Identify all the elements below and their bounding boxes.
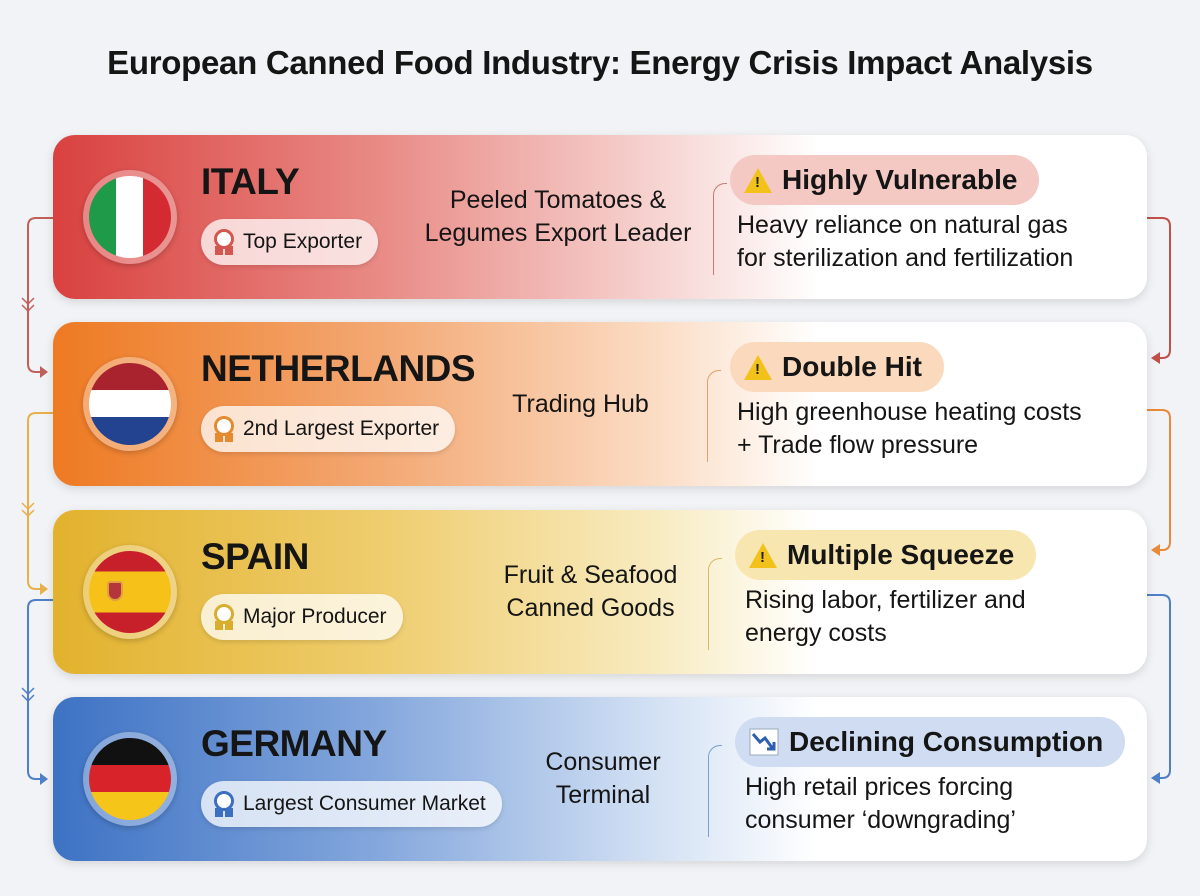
warning-icon: ! xyxy=(744,354,772,380)
warning-icon: ! xyxy=(749,542,777,568)
connector-netherlands-spain-left xyxy=(27,412,53,590)
country-card-netherlands: NETHERLANDS 2nd Largest Exporter Trading… xyxy=(53,322,1147,486)
page-title: European Canned Food Industry: Energy Cr… xyxy=(107,44,1093,81)
focus-line: Canned Goods xyxy=(506,594,675,622)
role-badge: Major Producer xyxy=(201,594,403,640)
impact-tag: ! Double Hit xyxy=(730,342,944,392)
focus-text: Trading Hub xyxy=(453,322,708,486)
country-name: SPAIN xyxy=(201,536,309,577)
badge-label: Largest Consumer Market xyxy=(243,792,486,815)
flag-italy-icon xyxy=(83,170,177,264)
flag-spain-icon xyxy=(83,545,177,639)
divider xyxy=(708,745,722,837)
impact-tag: Declining Consumption xyxy=(735,717,1126,767)
connector-italy-netherlands-right xyxy=(1147,217,1171,359)
badge-label: Top Exporter xyxy=(243,230,363,253)
connector-netherlands-spain-right xyxy=(1147,409,1171,551)
divider xyxy=(713,183,727,275)
desc-line: Heavy reliance on natural gas xyxy=(737,211,1068,239)
country-card-spain: SPAIN Major Producer Fruit & Seafood Cann… xyxy=(53,510,1147,674)
country-name: ITALY xyxy=(201,161,300,202)
medal-icon xyxy=(213,416,235,442)
tag-label: Multiple Squeeze xyxy=(787,539,1015,570)
desc-line: consumer ‘downgrading’ xyxy=(745,806,1016,834)
focus-text: Peeled Tomatoes & Legumes Export Leader xyxy=(398,135,718,299)
focus-line: Trading Hub xyxy=(512,389,649,418)
impact-description: High greenhouse heating costs + Trade flo… xyxy=(737,396,1082,462)
declining-chart-icon xyxy=(749,728,779,756)
medal-icon xyxy=(213,604,235,630)
badge-label: Major Producer xyxy=(243,605,387,628)
country-card-germany: GERMANY Largest Consumer Market Consumer… xyxy=(53,697,1147,861)
focus-line: Consumer xyxy=(545,748,661,776)
impact-description: Rising labor, fertilizer and energy costs xyxy=(745,584,1026,650)
focus-text: Consumer Terminal xyxy=(518,697,688,861)
focus-line: Fruit & Seafood xyxy=(503,561,678,589)
impact-description: Heavy reliance on natural gas for sterili… xyxy=(737,209,1073,275)
desc-line: energy costs xyxy=(745,619,887,647)
role-badge: Top Exporter xyxy=(201,219,379,265)
impact-tag: ! Highly Vulnerable xyxy=(730,155,1040,205)
desc-line: + Trade flow pressure xyxy=(737,431,979,459)
connector-spain-germany-left xyxy=(27,599,53,780)
warning-icon: ! xyxy=(744,167,772,193)
connector-italy-netherlands-left xyxy=(27,217,53,373)
focus-line: Peeled Tomatoes & xyxy=(449,186,667,214)
divider xyxy=(707,370,721,462)
flag-netherlands-icon xyxy=(83,357,177,451)
country-name: NETHERLANDS xyxy=(201,348,476,389)
desc-line: Rising labor, fertilizer and xyxy=(745,586,1026,614)
tag-label: Highly Vulnerable xyxy=(782,164,1018,195)
impact-description: High retail prices forcing consumer ‘down… xyxy=(745,771,1016,837)
medal-icon xyxy=(213,791,235,817)
connector-spain-germany-right xyxy=(1147,594,1171,779)
divider xyxy=(708,558,722,650)
tag-label: Declining Consumption xyxy=(789,726,1104,757)
desc-line: High greenhouse heating costs xyxy=(737,398,1082,426)
desc-line: for sterilization and fertilization xyxy=(737,244,1074,272)
badge-label: 2nd Largest Exporter xyxy=(243,417,440,440)
medal-icon xyxy=(213,229,235,255)
tag-label: Double Hit xyxy=(782,351,922,382)
country-name: GERMANY xyxy=(201,723,387,764)
desc-line: High retail prices forcing xyxy=(745,773,1014,801)
role-badge: Largest Consumer Market xyxy=(201,781,502,827)
impact-tag: ! Multiple Squeeze xyxy=(735,530,1037,580)
focus-line: Legumes Export Leader xyxy=(424,219,692,247)
role-badge: 2nd Largest Exporter xyxy=(201,406,456,452)
flag-germany-icon xyxy=(83,732,177,826)
country-card-italy: ITALY Top Exporter Peeled Tomatoes & Legu… xyxy=(53,135,1147,299)
focus-text: Fruit & Seafood Canned Goods xyxy=(453,510,728,674)
focus-line: Terminal xyxy=(555,781,651,809)
